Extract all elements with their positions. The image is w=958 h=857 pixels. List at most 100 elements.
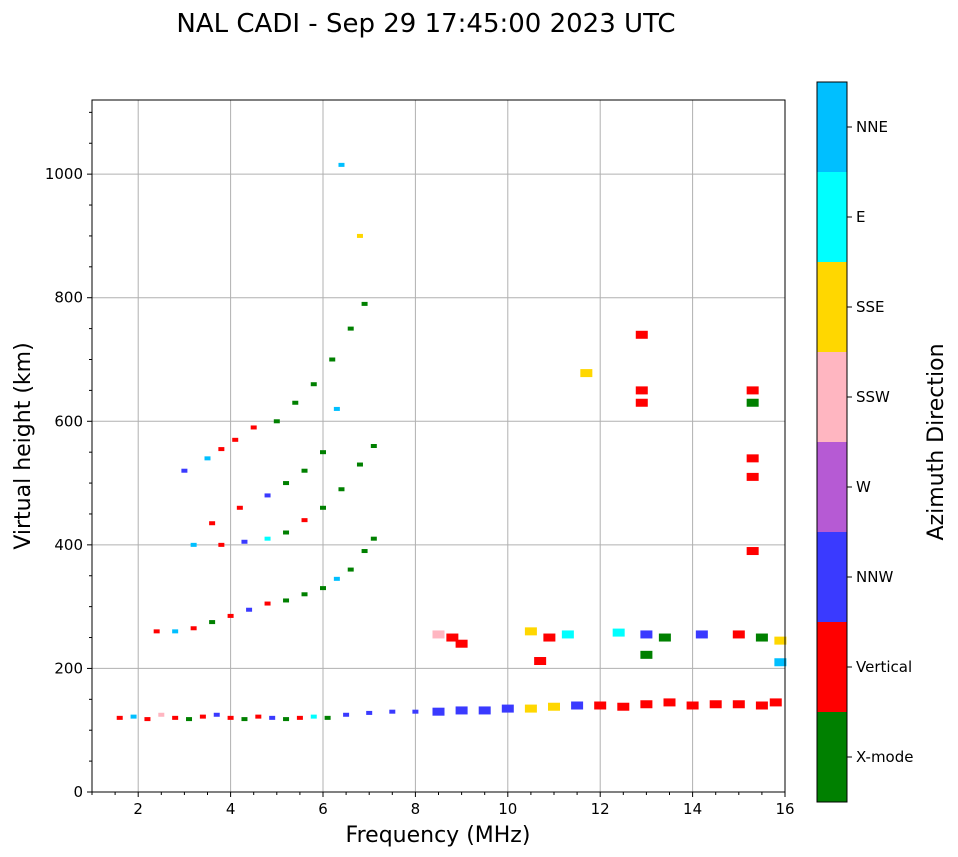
data-point [264,536,271,541]
x-tick-label: 16 [775,800,794,818]
data-point [213,712,220,717]
data-point [218,447,225,452]
data-point [543,633,556,642]
data-point [158,712,165,717]
colorbar: X-mode Vertical NNW W SSW SSE E NNE [816,81,913,803]
data-point [246,607,253,612]
data-point [640,650,653,659]
y-tick-label: 200 [54,659,83,677]
data-point [695,630,708,639]
data-point [218,542,225,547]
data-point [640,700,653,709]
x-tick-label: 4 [226,800,236,818]
data-point [199,714,206,719]
data-point [769,698,782,707]
data-point [412,709,419,714]
colorbar-label: Azimuth Direction [924,343,949,540]
data-point [241,539,248,544]
colorbar-tick-label: SSW [856,388,890,406]
data-point [580,369,593,378]
data-point [264,601,271,606]
data-point [755,701,768,710]
data-point [338,162,345,167]
data-point [746,547,759,556]
colorbar-segment [817,622,847,712]
data-point [361,301,368,306]
data-point [709,700,722,709]
data-point [320,450,326,455]
data-point [209,620,216,625]
data-point [333,406,340,411]
data-point [635,386,648,395]
data-point [310,714,317,719]
data-point [343,712,350,717]
data-point [356,233,363,238]
data-point [389,709,396,714]
x-axis-label: Frequency (MHz) [346,823,531,848]
data-point [273,419,280,424]
chart-title: NAL CADI - Sep 29 17:45:00 2023 UTC [176,9,675,39]
colorbar-tick-label: SSE [856,298,885,316]
data-point [347,567,354,572]
data-point [153,629,160,634]
data-point [635,398,648,407]
colorbar-frame [816,81,848,803]
data-point [283,530,290,535]
data-point [301,592,308,597]
data-point [116,715,123,720]
colorbar-segment [817,442,847,532]
colorbar-segment [817,262,847,352]
data-point [320,505,326,510]
x-tick-label: 6 [318,800,328,818]
data-point [130,714,137,719]
data-point [663,698,676,707]
data-point [361,549,368,554]
data-point [356,462,363,467]
data-point [283,598,290,603]
data-point [432,707,445,716]
colorbar-tick-label: Vertical [856,658,912,676]
data-point [292,400,299,405]
data-point [746,472,759,481]
data-point [250,425,257,430]
colorbar-segment [817,82,847,172]
data-point [172,715,179,720]
data-point [594,701,607,710]
data-point [571,701,584,710]
data-point [746,386,759,395]
data-point [635,330,648,339]
plot-frame [91,99,786,793]
x-tick-label: 2 [133,800,143,818]
data-point [347,326,354,331]
data-point [732,700,745,709]
data-point [227,715,234,720]
x-tick-label: 8 [411,800,421,818]
data-point [255,714,262,719]
x-tick-label: 12 [591,800,610,818]
data-point [301,468,308,473]
data-point [190,626,197,631]
data-point [301,518,308,523]
data-point [658,633,671,642]
data-point [329,357,336,362]
x-tick-label: 10 [498,800,517,818]
y-tick-label: 800 [54,289,83,307]
grid [92,100,786,793]
data-point [232,437,239,442]
data-point [172,629,179,634]
data-point [283,481,290,486]
data-point [366,710,373,715]
data-point [209,521,216,526]
colorbar-tick-label: X-mode [856,748,913,766]
data-point [774,658,787,667]
data-point [370,536,377,541]
data-point [370,444,377,448]
data-point [338,487,345,492]
colorbar-tick-label: E [856,208,865,226]
data-point [181,468,188,473]
data-point [686,701,699,710]
data-point [296,715,303,720]
colorbar-tick-label: NNW [856,568,893,586]
y-tick-label: 1000 [45,165,83,183]
